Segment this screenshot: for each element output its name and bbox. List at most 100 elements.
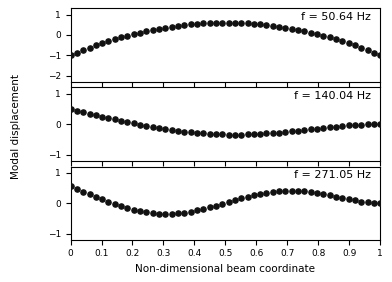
Point [156, 212, 162, 216]
Point [270, 190, 276, 194]
Point [377, 53, 383, 58]
Point [251, 132, 257, 136]
Point [251, 21, 257, 26]
Point [169, 128, 175, 132]
Point [137, 209, 143, 213]
Point [80, 190, 86, 194]
Point [333, 37, 339, 41]
Point [124, 120, 131, 124]
Point [156, 27, 162, 31]
Point [80, 110, 86, 114]
Point [143, 210, 149, 215]
Point [345, 41, 352, 46]
Text: f = 271.05 Hz: f = 271.05 Hz [294, 170, 371, 180]
Point [232, 132, 238, 137]
Point [270, 131, 276, 135]
Point [314, 126, 320, 131]
Point [156, 126, 162, 130]
Point [263, 23, 270, 27]
Point [67, 53, 74, 58]
Point [282, 130, 289, 134]
Point [308, 127, 314, 132]
Point [137, 30, 143, 35]
Text: f = 140.04 Hz: f = 140.04 Hz [294, 91, 371, 101]
Point [213, 132, 219, 136]
Point [194, 131, 200, 135]
Point [162, 25, 169, 30]
Point [74, 50, 80, 55]
Point [219, 132, 225, 137]
Point [169, 24, 175, 29]
Point [124, 34, 131, 38]
Point [105, 39, 112, 43]
Point [238, 196, 244, 201]
Text: Modal displacement: Modal displacement [11, 74, 21, 179]
Point [314, 191, 320, 195]
Point [213, 203, 219, 208]
Point [124, 206, 131, 210]
Point [118, 35, 124, 40]
Point [345, 123, 352, 128]
Point [232, 198, 238, 202]
Point [295, 128, 301, 133]
Point [131, 121, 137, 125]
Point [257, 22, 263, 27]
Point [67, 107, 74, 112]
Point [99, 41, 105, 46]
Point [112, 202, 118, 206]
Point [86, 111, 93, 116]
Point [238, 21, 244, 25]
Point [93, 43, 99, 48]
Point [143, 124, 149, 128]
Point [352, 123, 358, 127]
Point [314, 32, 320, 36]
Point [175, 23, 181, 28]
Point [150, 28, 156, 32]
Point [333, 124, 339, 129]
Point [105, 200, 112, 204]
Point [200, 131, 207, 136]
Point [112, 117, 118, 122]
Point [339, 39, 345, 43]
Point [358, 122, 365, 127]
Point [339, 124, 345, 128]
Point [365, 122, 371, 127]
Point [301, 29, 308, 33]
Point [131, 208, 137, 212]
Point [263, 131, 270, 136]
Point [105, 116, 112, 120]
Point [282, 188, 289, 193]
Point [143, 29, 149, 33]
Point [352, 43, 358, 48]
Point [251, 193, 257, 197]
Point [150, 125, 156, 129]
Point [257, 191, 263, 196]
Point [365, 200, 371, 205]
Point [295, 189, 301, 193]
Point [118, 204, 124, 209]
Point [232, 21, 238, 25]
Point [327, 193, 333, 197]
Point [327, 35, 333, 40]
Point [244, 21, 250, 26]
Point [263, 190, 270, 195]
Point [112, 37, 118, 41]
Point [207, 132, 213, 136]
Point [289, 188, 295, 193]
Point [207, 21, 213, 25]
Point [358, 199, 365, 204]
Point [276, 24, 282, 29]
Point [181, 210, 187, 215]
Point [365, 48, 371, 52]
Point [225, 200, 232, 204]
Point [225, 132, 232, 137]
Point [200, 207, 207, 211]
Point [301, 128, 308, 132]
Point [238, 132, 244, 137]
Point [67, 184, 74, 189]
Point [320, 34, 327, 38]
Point [371, 122, 377, 126]
Point [377, 122, 383, 126]
Point [295, 28, 301, 32]
Point [187, 22, 194, 27]
